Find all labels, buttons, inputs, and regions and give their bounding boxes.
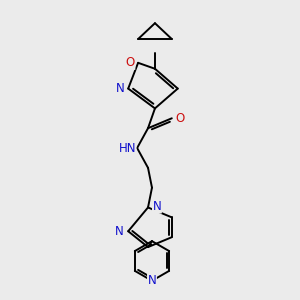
Text: N: N [116,82,125,95]
Text: HN: HN [118,142,136,154]
Text: N: N [153,200,161,213]
Text: N: N [115,225,124,238]
Text: O: O [126,56,135,69]
Text: N: N [148,274,156,287]
Text: O: O [175,112,184,125]
